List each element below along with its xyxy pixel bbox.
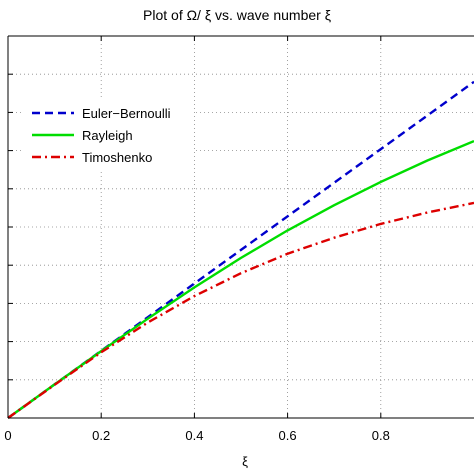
x-tick-label: 0.8 — [372, 428, 390, 443]
grid — [8, 36, 474, 418]
series-group — [7, 80, 474, 419]
x-tick-label: 0.4 — [185, 428, 203, 443]
x-tick-label: 0 — [4, 428, 11, 443]
x-tick-label: 0.6 — [279, 428, 297, 443]
series-line-rayleigh — [7, 139, 474, 419]
legend: Euler−Bernoulli Rayleigh Timoshenko — [24, 98, 194, 172]
x-axis-label: ξ — [242, 454, 248, 469]
legend-label: Timoshenko — [82, 150, 152, 165]
series-line-timoshenko — [7, 201, 474, 419]
chart-title: Plot of Ω/ ξ vs. wave number ξ — [143, 7, 331, 23]
ticks: 0 0.2 0.4 0.6 0.8 — [4, 36, 390, 443]
legend-label: Rayleigh — [82, 128, 133, 143]
legend-label: Euler−Bernoulli — [82, 106, 171, 121]
x-tick-label: 0.2 — [92, 428, 110, 443]
